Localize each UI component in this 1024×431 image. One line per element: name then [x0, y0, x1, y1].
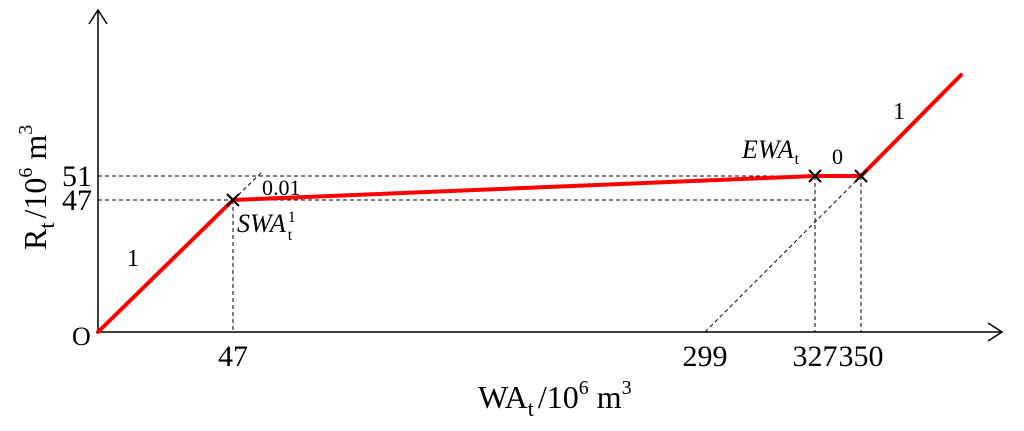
- marker-label-sup: 1: [288, 209, 296, 226]
- y-label-sub: t: [34, 223, 59, 229]
- y-label-unit-sup: 3: [15, 125, 37, 135]
- x-axis-arrowhead: [987, 322, 1004, 342]
- y-label-sup: 6: [15, 168, 37, 178]
- marker-stroke-b: [226, 193, 240, 207]
- x-axis-label: WAt/106 m3: [478, 377, 632, 421]
- marker-label-1: EWAt: [741, 135, 800, 168]
- series-group: [96, 73, 963, 334]
- marker-1: [808, 169, 822, 183]
- origin-label: O: [72, 322, 91, 351]
- y-label-unit-pre: /10: [17, 178, 53, 219]
- marker-stroke-b: [808, 169, 822, 183]
- slope-labels: 1 0.01 0 1: [127, 99, 905, 272]
- x-label-sup: 6: [579, 377, 589, 399]
- guide-lines: [98, 171, 862, 333]
- slope-label-1: 0.01: [262, 175, 301, 200]
- marker-2: [854, 169, 868, 183]
- y-tick-label-51: 51: [62, 160, 92, 193]
- y-label-unit: m: [17, 135, 53, 168]
- marker-label-sub: t: [288, 227, 293, 244]
- y-tick-label-47: 47: [62, 184, 92, 217]
- y-axis-arrowhead: [88, 8, 108, 25]
- markers-group: [226, 169, 868, 207]
- series-segment-0-3: [859, 73, 963, 178]
- marker-label-main: SWA: [237, 209, 286, 238]
- x-label-unit: m: [589, 379, 622, 415]
- y-axis-label: Rt/106 m3: [15, 125, 59, 250]
- marker-label-sub: t: [795, 151, 800, 168]
- x-tick-label-299: 299: [683, 340, 728, 373]
- x-tick-label-350: 350: [839, 340, 884, 373]
- axes: [88, 8, 1004, 342]
- marker-label-main: EWA: [741, 135, 794, 164]
- guide-slope-1-from-299: [704, 175, 862, 333]
- x-label-sub: t: [528, 396, 534, 421]
- slope-label-0: 1: [127, 246, 139, 272]
- slope-label-2: 0: [832, 144, 843, 169]
- series-segment-0-0: [96, 198, 235, 334]
- y-label-main: R: [17, 228, 53, 250]
- marker-0: [226, 193, 240, 207]
- x-tick-label-327: 327: [793, 340, 838, 373]
- x-label-main: WA: [478, 379, 528, 415]
- series-segment-0-1: [231, 174, 817, 202]
- marker-stroke-b: [854, 169, 868, 183]
- x-label-unit-sup: 3: [622, 377, 632, 399]
- slope-label-3: 1: [893, 99, 905, 125]
- x-tick-label-47: 47: [218, 340, 248, 373]
- x-label-unit-pre: /10: [538, 379, 579, 415]
- marker-label-0: SWA 1 t: [237, 209, 296, 244]
